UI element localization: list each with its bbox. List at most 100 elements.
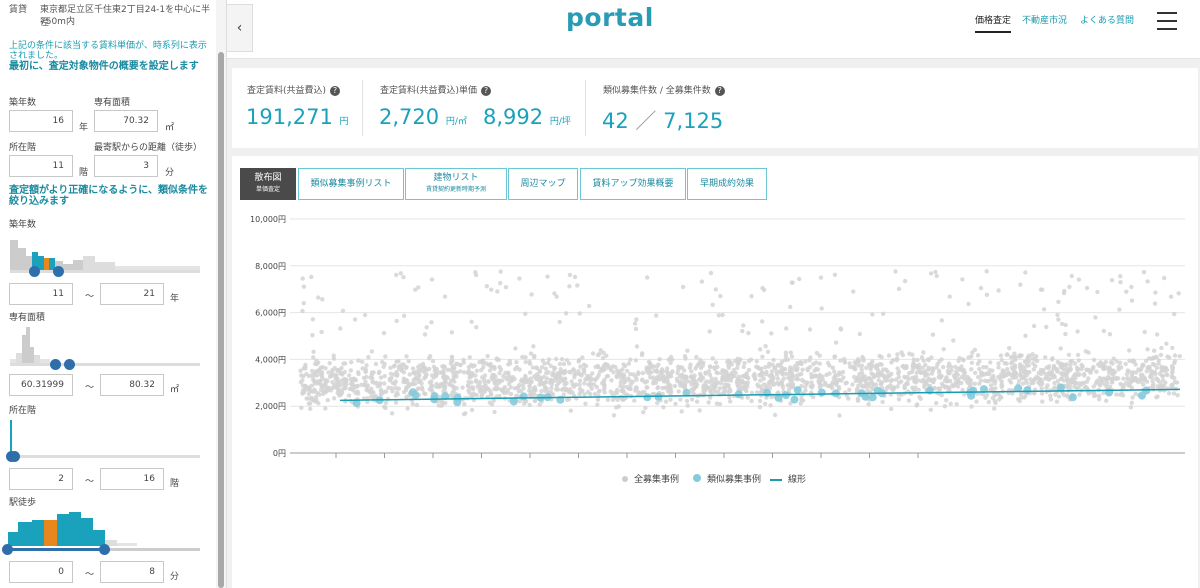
all-listing-point — [1097, 382, 1103, 387]
all-listing-point — [605, 373, 611, 379]
all-listing-point — [434, 372, 439, 377]
all-listing-point — [999, 384, 1004, 390]
nav-faq[interactable]: よくある質問 — [1080, 16, 1135, 26]
all-listing-point — [557, 319, 562, 325]
collapse-sidebar-button[interactable]: ‹ — [227, 4, 253, 52]
all-listing-point — [947, 294, 952, 299]
age-min-input[interactable]: 11 — [9, 283, 73, 305]
all-listing-point — [1094, 369, 1099, 374]
all-listing-point — [712, 383, 718, 388]
tab-area-map[interactable]: 周辺マップ — [508, 168, 578, 200]
all-listing-point — [926, 367, 931, 372]
all-listing-point — [1058, 364, 1063, 369]
age-slider-track[interactable] — [10, 270, 200, 273]
all-listing-point — [1068, 362, 1073, 368]
tab-similar-listings[interactable]: 類似募集事例リスト — [298, 168, 404, 200]
area-min-input[interactable]: 60.31999 — [9, 374, 73, 396]
all-listing-point — [771, 357, 776, 363]
tab-scatter[interactable]: 散布図 単価査定 — [240, 168, 296, 200]
all-listing-point — [758, 366, 763, 372]
all-listing-point — [1091, 393, 1097, 399]
all-listing-point — [944, 398, 949, 403]
all-listing-point — [900, 352, 906, 358]
all-listing-point — [517, 399, 523, 404]
floor-slider-max-handle[interactable] — [9, 451, 20, 462]
sidebar-scrollbar-thumb[interactable] — [218, 52, 224, 588]
all-listing-point — [303, 366, 308, 371]
help-icon[interactable]: ? — [330, 85, 341, 96]
all-listing-point — [736, 374, 742, 379]
all-listing-point — [1164, 372, 1169, 377]
floor-max-input[interactable]: 16 — [100, 468, 164, 490]
all-listing-point — [546, 357, 552, 362]
tab-rent-up-effect[interactable]: 賃料アップ効果概要 — [580, 168, 686, 200]
all-listing-point — [356, 370, 361, 375]
nav-price-assessment[interactable]: 価格査定 — [975, 13, 1012, 33]
y-tick-label: 6,000円 — [255, 309, 286, 318]
all-listing-point — [469, 407, 475, 413]
all-listing-point — [378, 375, 384, 380]
all-listing-point — [866, 402, 871, 407]
all-listing-point — [304, 396, 309, 401]
floor-min-input[interactable]: 2 — [9, 468, 73, 490]
all-listing-point — [945, 385, 950, 390]
all-listing-point — [545, 274, 550, 279]
walk-max-input[interactable]: 8 — [100, 561, 164, 583]
all-listing-point — [401, 389, 407, 395]
age-slider-max-handle[interactable] — [53, 266, 64, 277]
portal-logo[interactable]: portal — [566, 3, 654, 32]
all-listing-point — [361, 375, 367, 381]
all-listing-point — [1101, 328, 1107, 334]
all-listing-point — [1018, 282, 1023, 287]
all-listing-point — [1146, 365, 1151, 370]
all-listing-point — [936, 386, 942, 391]
age-input[interactable]: 16 — [9, 110, 73, 132]
area-max-input[interactable]: 80.32 — [100, 374, 164, 396]
area-slider-max-handle[interactable] — [64, 359, 75, 370]
walk-slider-range — [8, 548, 105, 551]
age-slider-min-handle[interactable] — [29, 266, 40, 277]
area-unit: ㎡ — [165, 123, 175, 133]
rent-label: 査定賃料(共益費込)? — [247, 83, 341, 96]
all-listing-point — [1155, 384, 1160, 389]
all-listing-point — [999, 379, 1004, 384]
all-listing-point — [665, 366, 670, 371]
hamburger-menu-icon[interactable] — [1157, 12, 1177, 30]
area-slider-track[interactable] — [10, 363, 200, 366]
all-listing-point — [956, 377, 961, 382]
all-listing-point — [1079, 366, 1084, 372]
help-icon[interactable]: ? — [481, 85, 492, 96]
walk-input[interactable]: 3 — [94, 155, 158, 177]
all-listing-point — [1005, 366, 1010, 372]
all-listing-point — [299, 373, 304, 378]
area-input[interactable]: 70.32 — [94, 110, 158, 132]
all-listing-point — [929, 371, 935, 376]
all-listing-point — [1016, 378, 1022, 384]
all-listing-point — [769, 394, 774, 400]
all-listing-point — [1053, 392, 1058, 397]
all-listing-point — [713, 360, 719, 365]
tab-early-contract-effect[interactable]: 早期成約効果 — [687, 168, 767, 200]
tab-building-list[interactable]: 建物リスト 賃貸契約更新時期予測 — [405, 168, 507, 200]
all-listing-point — [876, 371, 881, 377]
age-max-input[interactable]: 21 — [100, 283, 164, 305]
all-listing-point — [820, 377, 825, 383]
floor-input[interactable]: 11 — [9, 155, 73, 177]
walk-min-input[interactable]: 0 — [9, 561, 73, 583]
floor-slider-track[interactable] — [10, 455, 200, 458]
walk-slider-min-handle[interactable] — [2, 544, 13, 555]
all-listing-point — [461, 357, 466, 363]
all-listing-point — [577, 311, 582, 316]
all-listing-point — [672, 383, 678, 389]
all-listing-point — [484, 284, 489, 289]
nav-market-conditions[interactable]: 不動産市況 — [1022, 16, 1068, 26]
all-listing-point — [508, 385, 513, 390]
all-listing-point — [996, 288, 1001, 293]
all-listing-point — [1074, 372, 1079, 377]
help-icon[interactable]: ? — [714, 85, 725, 96]
area-slider-min-handle[interactable] — [50, 359, 61, 370]
all-listing-point — [582, 392, 587, 397]
all-listing-point — [742, 380, 748, 386]
walk-slider-max-handle[interactable] — [99, 544, 110, 555]
all-listing-point — [489, 392, 494, 397]
